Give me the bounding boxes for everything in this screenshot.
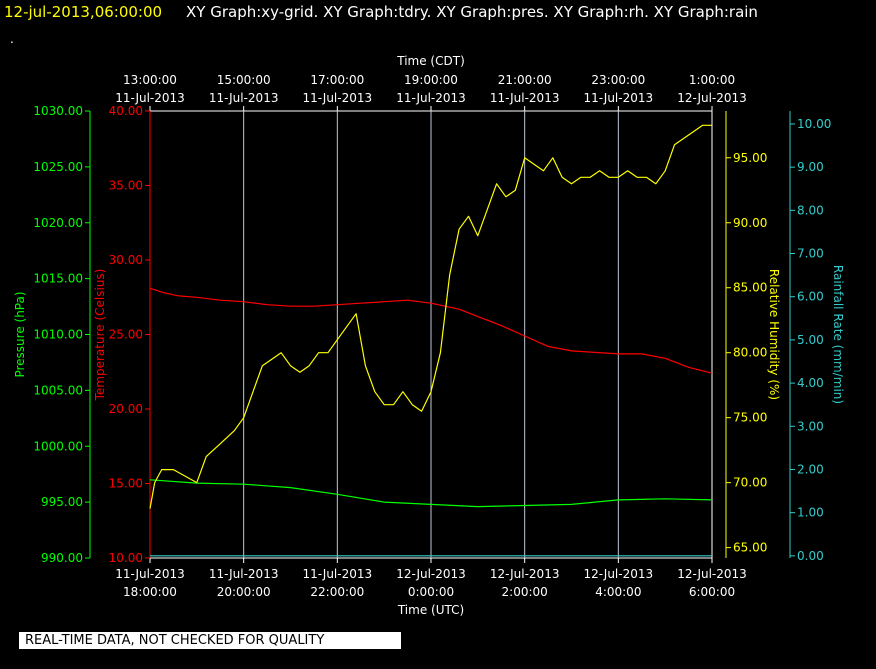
- pressure-tick-label: 1015.00: [33, 272, 83, 286]
- x-tick-label-top-date: 11-Jul-2013: [396, 91, 466, 105]
- rain-tick-label: 9.00: [797, 160, 824, 174]
- rain-tick-label: 6.00: [797, 290, 824, 304]
- pressure-tick-label: 1000.00: [33, 439, 83, 453]
- pressure-tick-label: 1025.00: [33, 160, 83, 174]
- x-tick-label-top-date: 11-Jul-2013: [115, 91, 185, 105]
- x-tick-label-top-date: 11-Jul-2013: [209, 91, 279, 105]
- x-tick-label-bottom-date: 11-Jul-2013: [115, 567, 185, 581]
- temperature-tick-label: 40.00: [109, 104, 143, 118]
- humidity-tick-label: 85.00: [733, 281, 767, 295]
- rain-tick-label: 8.00: [797, 203, 824, 217]
- temperature-axis-label: Temperature (Celsius): [93, 269, 107, 402]
- x-axis-label-top: Time (CDT): [396, 54, 465, 68]
- pressure-tick-label: 1030.00: [33, 104, 83, 118]
- pressure-tick-label: 995.00: [41, 495, 83, 509]
- rain-tick-label: 2.00: [797, 462, 824, 476]
- rain-axis-label: Rainfall Rate (mm/min): [831, 265, 845, 404]
- x-tick-label-top-time: 15:00:00: [217, 73, 271, 87]
- rain-tick-label: 4.00: [797, 376, 824, 390]
- humidity-tick-label: 80.00: [733, 346, 767, 360]
- pressure-tick-label: 1020.00: [33, 216, 83, 230]
- rain-tick-label: 7.00: [797, 247, 824, 261]
- x-tick-label-bottom-date: 11-Jul-2013: [303, 567, 373, 581]
- x-tick-label-top-time: 21:00:00: [498, 73, 552, 87]
- temperature-tick-label: 15.00: [109, 477, 143, 491]
- x-tick-label-bottom-date: 11-Jul-2013: [209, 567, 279, 581]
- x-tick-label-bottom-date: 12-Jul-2013: [490, 567, 560, 581]
- pressure-axis-label: Pressure (hPa): [13, 291, 27, 377]
- humidity-tick-label: 70.00: [733, 476, 767, 490]
- x-tick-label-bottom-time: 6:00:00: [689, 585, 735, 599]
- x-tick-label-bottom-time: 2:00:00: [502, 585, 548, 599]
- x-tick-label-top-date: 12-Jul-2013: [677, 91, 747, 105]
- rain-tick-label: 3.00: [797, 419, 824, 433]
- temperature-tick-label: 20.00: [109, 402, 143, 416]
- rain-tick-label: 1.00: [797, 506, 824, 520]
- series-line-humidity: [149, 124, 712, 509]
- x-tick-label-bottom-time: 22:00:00: [310, 585, 364, 599]
- temperature-tick-label: 35.00: [109, 179, 143, 193]
- x-tick-label-top-time: 19:00:00: [404, 73, 458, 87]
- x-tick-label-bottom-date: 12-Jul-2013: [396, 567, 466, 581]
- series-line-temperature: [149, 287, 713, 374]
- x-tick-label-top-time: 23:00:00: [591, 73, 645, 87]
- temperature-tick-label: 10.00: [109, 551, 143, 565]
- x-tick-label-top-date: 11-Jul-2013: [303, 91, 373, 105]
- humidity-tick-label: 90.00: [733, 216, 767, 230]
- x-tick-label-bottom-date: 12-Jul-2013: [677, 567, 747, 581]
- x-axis-label-bottom: Time (UTC): [397, 603, 464, 617]
- temperature-tick-label: 25.00: [109, 328, 143, 342]
- x-tick-label-bottom-time: 4:00:00: [595, 585, 641, 599]
- x-tick-label-top-date: 11-Jul-2013: [490, 91, 560, 105]
- humidity-axis-label: Relative Humidity (%): [767, 269, 781, 400]
- x-tick-label-top-time: 1:00:00: [689, 73, 735, 87]
- series-line-pressure: [149, 479, 713, 508]
- x-tick-label-bottom-time: 18:00:00: [123, 585, 177, 599]
- pressure-tick-label: 990.00: [41, 551, 83, 565]
- header-datetime: 12-jul-2013,06:00:00: [4, 3, 163, 21]
- header-dot: .: [10, 32, 14, 46]
- pressure-tick-label: 1010.00: [33, 328, 83, 342]
- pressure-tick-label: 1005.00: [33, 383, 83, 397]
- rain-tick-label: 5.00: [797, 333, 824, 347]
- humidity-tick-label: 75.00: [733, 411, 767, 425]
- x-tick-label-top-time: 17:00:00: [310, 73, 364, 87]
- rain-tick-label: 10.00: [797, 117, 831, 131]
- humidity-tick-label: 95.00: [733, 151, 767, 165]
- x-tick-label-top-time: 13:00:00: [123, 73, 177, 87]
- x-tick-label-top-date: 11-Jul-2013: [584, 91, 654, 105]
- header-graph-list: XY Graph:xy-grid. XY Graph:tdry. XY Grap…: [186, 3, 758, 21]
- temperature-tick-label: 30.00: [109, 253, 143, 267]
- x-tick-label-bottom-time: 0:00:00: [408, 585, 454, 599]
- humidity-tick-label: 65.00: [733, 541, 767, 555]
- x-tick-label-bottom-time: 20:00:00: [217, 585, 271, 599]
- quality-note: REAL-TIME DATA, NOT CHECKED FOR QUALITY: [19, 632, 401, 649]
- rain-tick-label: 0.00: [797, 549, 824, 563]
- x-tick-label-bottom-date: 12-Jul-2013: [584, 567, 654, 581]
